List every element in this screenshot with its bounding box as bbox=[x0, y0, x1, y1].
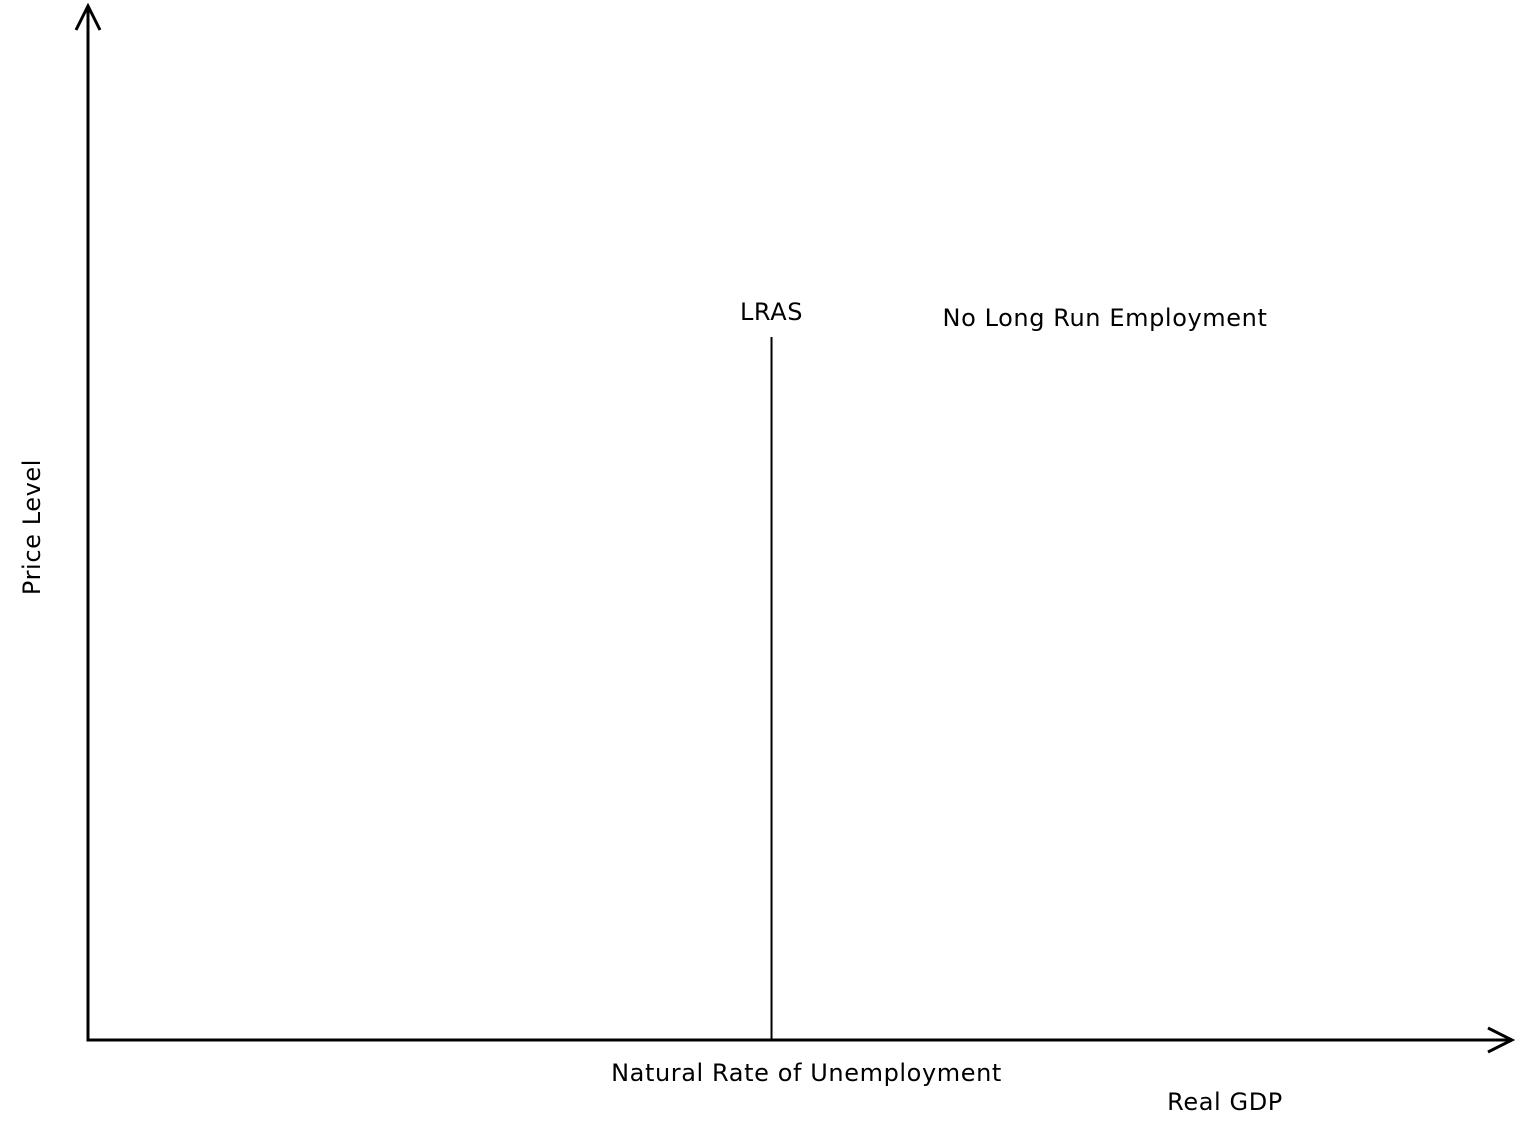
y-axis-label: Price Level bbox=[18, 459, 46, 595]
natural-rate-annotation: Natural Rate of Unemployment bbox=[611, 1059, 1002, 1087]
series-layer: LRAS bbox=[740, 298, 803, 1040]
x-axis-label: Real GDP bbox=[1167, 1088, 1283, 1116]
no-long-run-employment-annotation: No Long Run Employment bbox=[943, 304, 1268, 332]
series-label-lras: LRAS bbox=[740, 298, 803, 326]
